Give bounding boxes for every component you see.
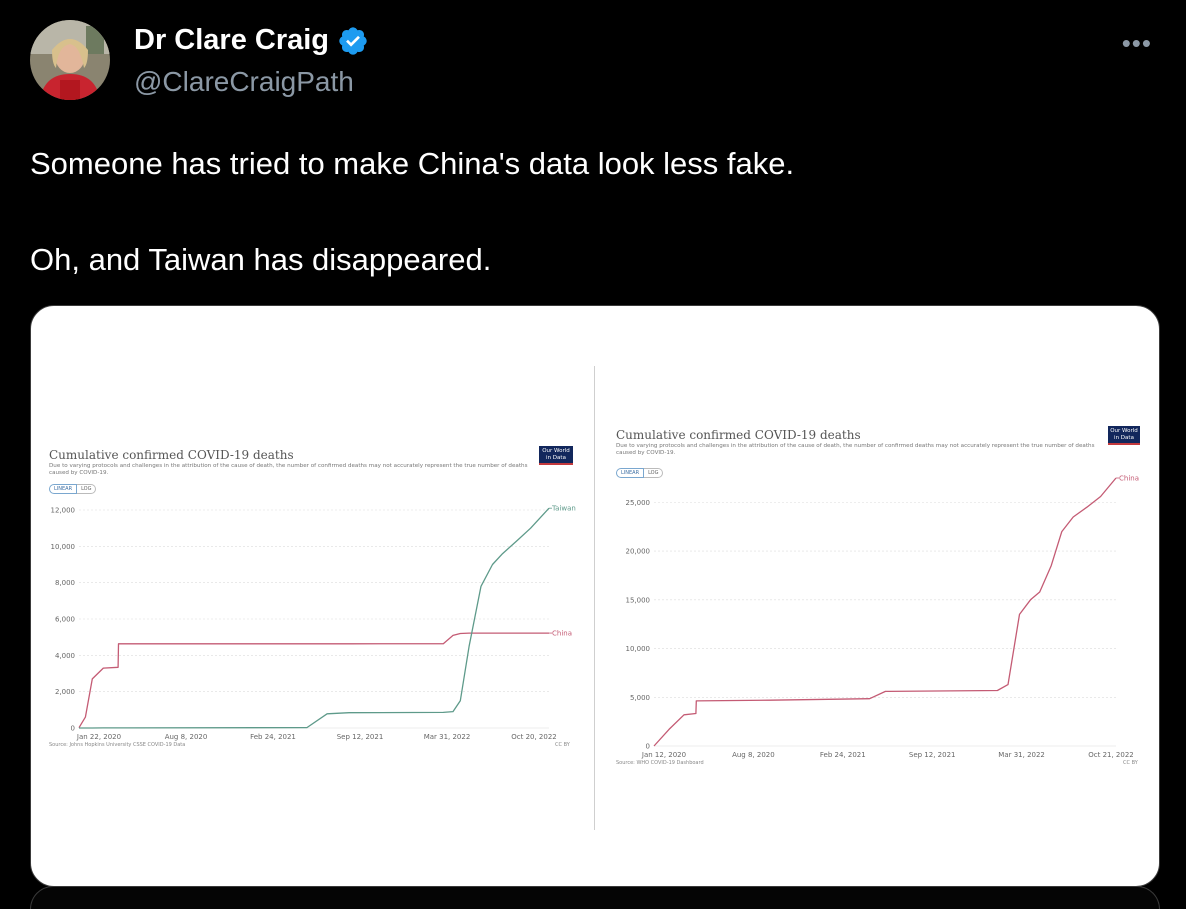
y-tick-label: 0 [646,743,650,751]
owid-logo: Our World in Data [539,446,573,465]
chart-source: Source: WHO COVID-19 Dashboard [616,760,704,766]
y-tick-label: 20,000 [626,548,651,556]
series-label-china: China [552,630,572,638]
x-tick-label: Sep 12, 2021 [909,751,956,759]
y-tick-label: 6,000 [55,616,75,624]
log-toggle[interactable]: LOG [77,484,97,494]
series-line-taiwan [79,507,550,729]
linear-toggle[interactable]: LINEAR [616,468,645,478]
chart-license: CC BY [555,742,570,748]
x-tick-label: Jan 12, 2020 [641,751,686,759]
y-tick-label: 2,000 [55,688,75,696]
y-tick-label: 15,000 [626,596,651,604]
owid-logo: Our World in Data [1108,426,1140,445]
display-name-text[interactable]: Dr Clare Craig [134,24,330,56]
more-options-icon[interactable]: ••• [1121,28,1152,58]
tweet-text: Someone has tried to make China's data l… [30,140,1150,284]
chart-subtitle: Due to varying protocols and challenges … [49,463,528,476]
x-tick-label: Oct 20, 2022 [511,733,557,741]
scale-toggles: LINEAR LOG [49,484,97,494]
y-tick-label: 0 [71,725,75,733]
chart-plot: 0 2,000 4,000 6,000 8,000 10,000 12,000 Jan 22,… [51,505,576,741]
y-tick-label: 5,000 [630,694,650,702]
linear-toggle[interactable]: LINEAR [49,484,78,494]
x-tick-label: Mar 31, 2022 [424,733,471,741]
series-label-china: China [1119,475,1139,483]
x-tick-label: Sep 12, 2021 [337,733,384,741]
series-label-taiwan: Taiwan [551,505,576,513]
y-tick-label: 10,000 [51,543,76,551]
chart-subtitle: Due to varying protocols and challenges … [616,443,1095,456]
y-tick-label: 4,000 [55,652,75,660]
y-tick-label: 8,000 [55,579,75,587]
display-name[interactable]: Dr Clare Craig [134,24,369,57]
chart-license: CC BY [1123,760,1138,766]
user-handle[interactable]: @ClareCraigPath [134,66,354,97]
x-tick-label: Aug 8, 2020 [165,733,208,741]
x-tick-label: Mar 31, 2022 [998,751,1045,759]
chart-right: Cumulative confirmed COVID-19 deaths Due… [616,426,1146,768]
series-line-china [78,632,549,729]
series-line-china [653,477,1117,747]
media-divider [594,366,595,830]
x-tick-label: Feb 24, 2021 [250,733,296,741]
avatar[interactable] [30,20,110,100]
x-tick-label: Aug 8, 2020 [732,751,775,759]
verified-badge-icon [339,26,367,55]
tweet-text-line-2: Oh, and Taiwan has disappeared. [30,242,492,277]
y-tick-label: 25,000 [626,499,651,507]
tweet-media-image[interactable]: Cumulative confirmed COVID-19 deaths Due… [30,305,1160,887]
chart-plot: 0 5,000 10,000 15,000 20,000 25,000 Jan 12, 20… [626,475,1140,760]
chart-title: Cumulative confirmed COVID-19 deaths [49,448,294,462]
chart-left: Cumulative confirmed COVID-19 deaths Due… [49,446,579,758]
chart-title: Cumulative confirmed COVID-19 deaths [616,428,861,442]
x-tick-label: Feb 24, 2021 [820,751,866,759]
x-tick-label: Jan 22, 2020 [76,733,121,741]
x-tick-label: Oct 21, 2022 [1088,751,1134,759]
y-tick-label: 10,000 [626,645,651,653]
avatar-image [30,20,110,100]
log-toggle[interactable]: LOG [644,468,664,478]
y-tick-label: 12,000 [51,507,76,515]
scale-toggles: LINEAR LOG [616,468,664,478]
tweet-text-line-1: Someone has tried to make China's data l… [30,146,795,181]
chart-source: Source: Johns Hopkins University CSSE CO… [49,742,186,748]
